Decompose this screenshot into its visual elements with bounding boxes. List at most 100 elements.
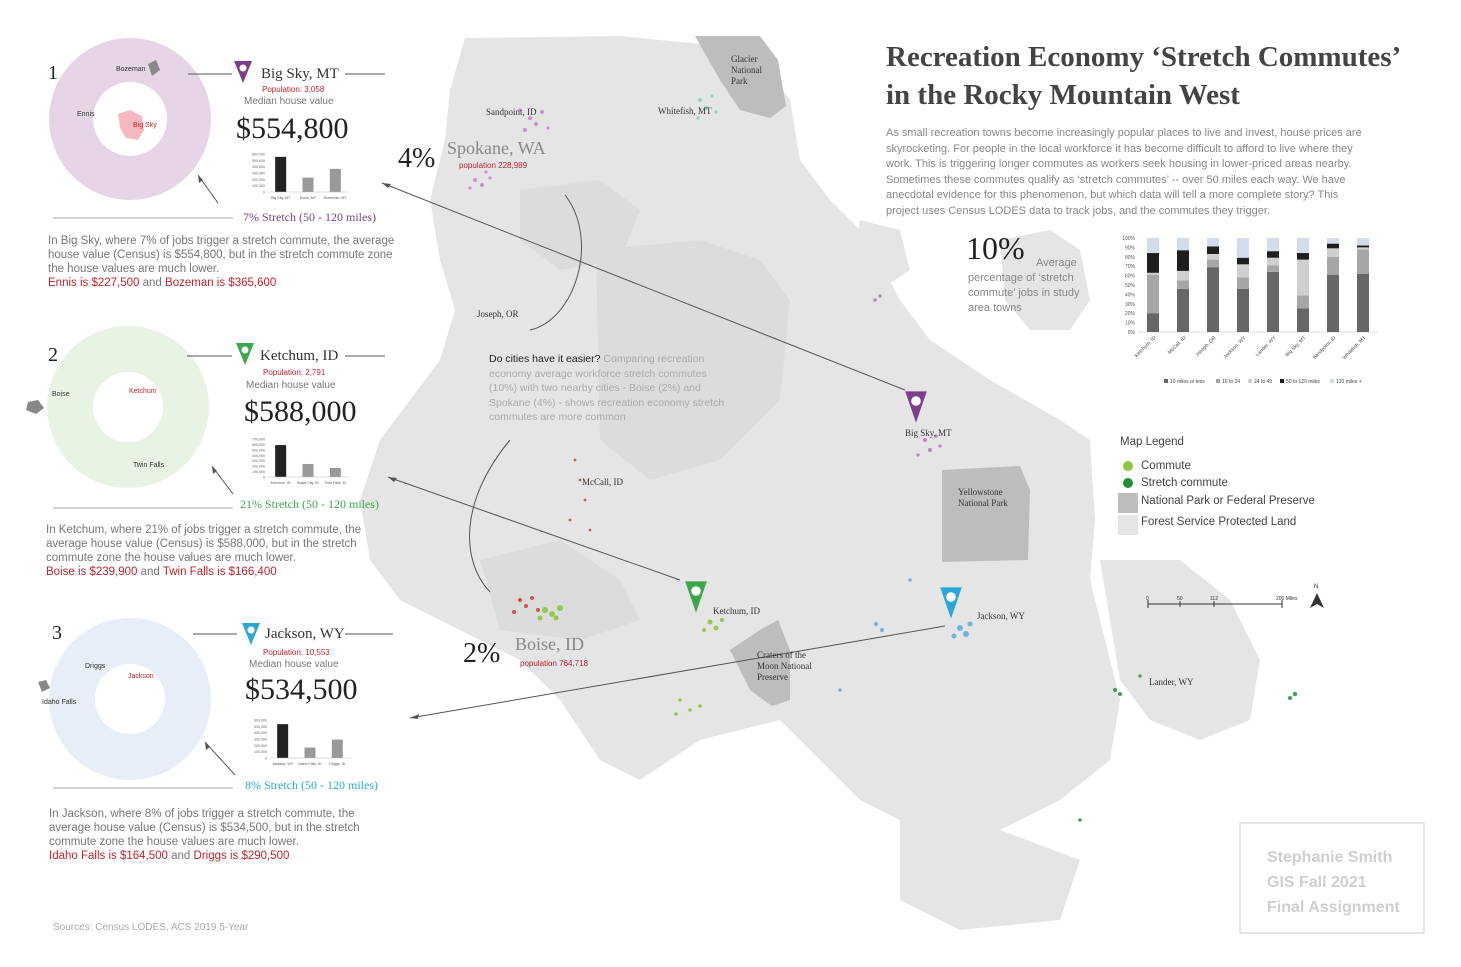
mini-tick-label: 500,000 bbox=[252, 159, 265, 163]
legend-forest-land: Forest Service Protected Land bbox=[1141, 516, 1297, 528]
boise-population: population 764,718 bbox=[520, 659, 589, 668]
mini-tick-label: 0 bbox=[265, 757, 267, 761]
spokane-name: Spokane, WA bbox=[447, 138, 546, 158]
mini-tick-label: 100,000 bbox=[252, 470, 265, 474]
stacked-bar-segment bbox=[1267, 265, 1279, 272]
scale-tick-label: 0 bbox=[1146, 596, 1149, 602]
mini-bar-label: Twin Falls, ID bbox=[325, 481, 347, 485]
map-pin-icon bbox=[234, 61, 252, 83]
park-label-line: National Park bbox=[958, 498, 1008, 508]
title-line-2: in the Rocky Mountain West bbox=[886, 79, 1240, 111]
y-tick-label: 70% bbox=[1125, 264, 1136, 270]
town-label-joseph: Joseph, OR bbox=[477, 309, 519, 319]
town-description: In Big Sky, where 7% of jobs trigger a s… bbox=[48, 234, 398, 290]
town-description: In Ketchum, where 21% of jobs trigger a … bbox=[46, 523, 396, 579]
yellowstone-label: Yellowstone National Park bbox=[958, 487, 1008, 509]
mini-tick-label: 300,000 bbox=[254, 738, 267, 742]
legend-entry: 120 miles + bbox=[1336, 379, 1362, 385]
mini-bar bbox=[302, 177, 314, 192]
sources-note: Sources: Census LODES, ACS 2019 5-Year bbox=[53, 922, 249, 933]
description-text: In Ketchum, where 21% of jobs trigger a … bbox=[46, 524, 362, 564]
stacked-bar-segment bbox=[1327, 256, 1339, 275]
stacked-bar-segment bbox=[1177, 270, 1189, 281]
town-label-ketchum: Ketchum, ID bbox=[713, 606, 760, 616]
yellowstone-park bbox=[942, 466, 1030, 562]
stacked-bar-segment bbox=[1297, 238, 1309, 254]
legend-entry: 10 to 24 bbox=[1222, 379, 1240, 385]
legend-commute: Commute bbox=[1141, 460, 1191, 472]
compare-value-2: Driggs is $290,500 bbox=[193, 850, 290, 862]
town-population: Population: 2,791 bbox=[263, 368, 326, 377]
page-title: Recreation Economy ‘Stretch Commutes’ in… bbox=[886, 38, 1446, 114]
y-tick-label: 40% bbox=[1125, 292, 1136, 298]
credit-line: GIS Fall 2021 bbox=[1267, 874, 1367, 891]
mini-bar-label: Ennis, MT bbox=[300, 196, 317, 200]
y-tick-label: 10% bbox=[1125, 321, 1136, 327]
legend-national-park: National Park or Federal Preserve bbox=[1141, 495, 1315, 507]
stacked-bar-segment bbox=[1207, 246, 1219, 254]
mini-bar bbox=[331, 739, 343, 758]
stacked-bar-segment bbox=[1177, 238, 1189, 251]
stacked-bar-segment bbox=[1327, 274, 1339, 332]
y-tick-label: 90% bbox=[1125, 245, 1136, 251]
compare-value-1: Boise is $239,900 bbox=[46, 566, 138, 578]
stacked-bar-segment bbox=[1357, 273, 1369, 332]
near-town-label: Boise bbox=[52, 391, 70, 398]
stacked-bar-segment bbox=[1327, 238, 1339, 244]
scale-tick-label: 112 bbox=[1210, 596, 1218, 602]
average-text: Average percentage of ‘stretch commute’ … bbox=[968, 257, 1080, 314]
x-tick-label: Big Sky, MT bbox=[1284, 335, 1307, 358]
x-tick-label: Whitefish, MT bbox=[1342, 335, 1368, 361]
mini-tick-label: 100,000 bbox=[254, 750, 267, 754]
scale-bar bbox=[1147, 600, 1283, 608]
compare-value-1: Idaho Falls is $164,500 bbox=[49, 850, 168, 862]
average-percent: 10% bbox=[966, 230, 1025, 266]
mini-tick-label: 200,000 bbox=[252, 465, 265, 469]
x-tick-label: Joseph, OR bbox=[1194, 335, 1217, 358]
scale-tick-label: 200 Miles bbox=[1276, 596, 1298, 602]
mini-bar bbox=[302, 463, 314, 477]
stacked-bar-segment bbox=[1207, 267, 1219, 332]
mini-bar-label: Ketchum, ID bbox=[271, 481, 291, 485]
center-town-label: Jackson bbox=[128, 673, 154, 680]
mini-bar bbox=[329, 168, 341, 192]
town-label-sandpoint: Sandpoint, ID bbox=[486, 107, 537, 117]
town-population: Population: 10,553 bbox=[263, 648, 330, 657]
stacked-bar-segment bbox=[1147, 274, 1159, 314]
stacked-bar-segment bbox=[1357, 249, 1369, 274]
stretch-percent: 21% Stretch (50 - 120 miles) bbox=[240, 497, 379, 511]
mini-tick-label: 200,000 bbox=[252, 178, 265, 182]
credit-line: Stephanie Smith bbox=[1267, 849, 1393, 866]
conjunction: and bbox=[142, 277, 162, 289]
stacked-bar-segment bbox=[1297, 253, 1309, 260]
center-town-label: Big Sky bbox=[133, 122, 157, 129]
park-label-line: Craters of the bbox=[757, 650, 806, 660]
mini-tick-label: 300,000 bbox=[252, 172, 265, 176]
mini-tick-label: 600,000 bbox=[252, 443, 265, 447]
map-pin-icon bbox=[905, 391, 927, 423]
mini-bar bbox=[329, 467, 341, 477]
mini-bar-chart-big-sky: 600,000 500,000 400,000 300,000 200,000 100,0… bbox=[252, 153, 349, 200]
stacked-bar-segment bbox=[1357, 247, 1369, 250]
panel-number: 2 bbox=[48, 344, 58, 366]
mini-bar-label: Idaho Falls, ID bbox=[298, 762, 322, 766]
north-label: N bbox=[1314, 584, 1319, 590]
median-house-label: Median house value bbox=[244, 96, 334, 107]
y-tick-label: 0% bbox=[1128, 330, 1136, 336]
map-pin-icon bbox=[236, 343, 254, 365]
title-line-1: Recreation Economy ‘Stretch Commutes’ bbox=[886, 41, 1402, 73]
mini-bar bbox=[275, 445, 287, 477]
mini-bar bbox=[275, 156, 287, 192]
map-pin-icon bbox=[685, 581, 707, 613]
connector-arrows bbox=[197, 174, 946, 776]
description-text: In Big Sky, where 7% of jobs trigger a s… bbox=[48, 235, 395, 275]
stacked-bar-segment bbox=[1177, 288, 1189, 332]
stacked-bar-segment bbox=[1207, 259, 1219, 268]
y-tick-label: 80% bbox=[1125, 255, 1136, 261]
mini-tick-label: 200,000 bbox=[254, 744, 267, 748]
park-label-line: Moon National bbox=[757, 661, 812, 671]
near-town-label: Ennis bbox=[77, 111, 95, 118]
park-label-line: National bbox=[731, 65, 762, 75]
stacked-bar-segment bbox=[1147, 238, 1159, 254]
